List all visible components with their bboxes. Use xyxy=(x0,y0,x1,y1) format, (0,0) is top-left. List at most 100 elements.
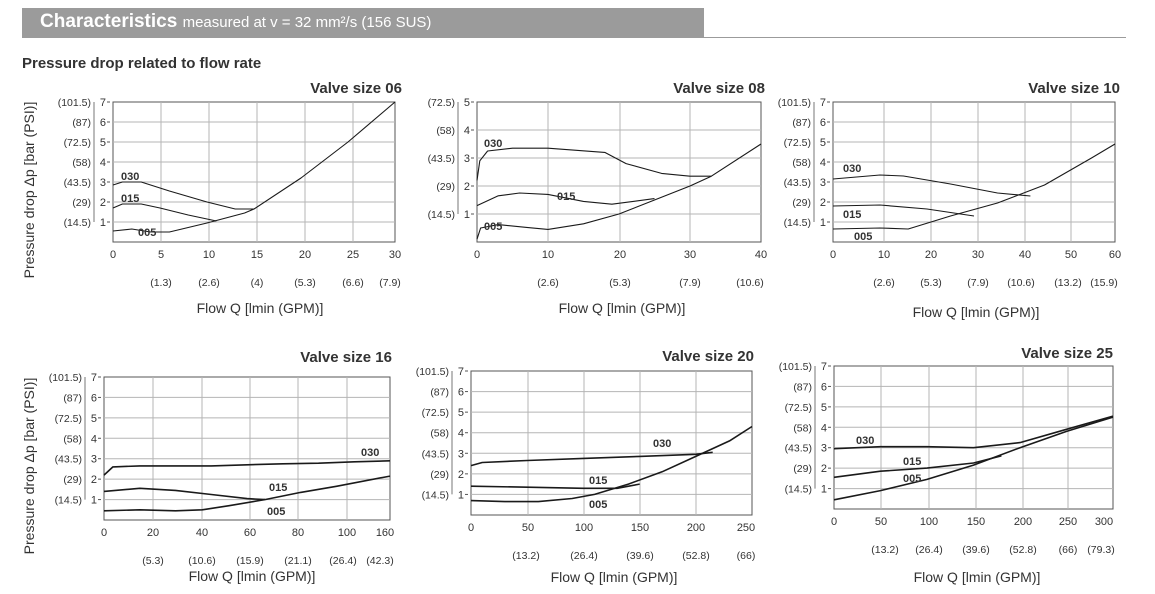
y-tick-label: 6 xyxy=(100,117,106,129)
series-label-030: 030 xyxy=(121,171,139,183)
x-tick-label: 40 xyxy=(755,249,767,261)
series-label-005: 005 xyxy=(267,506,285,518)
x-tick-label: 0 xyxy=(101,527,107,539)
x-axis-label: Flow Q [lmin (GPM)] xyxy=(913,304,1040,320)
x-tick-label-secondary: (2.6) xyxy=(198,277,220,289)
plot-frame xyxy=(476,101,762,243)
x-tick-label: 100 xyxy=(920,516,938,528)
x-tick-label-secondary: (66) xyxy=(1059,544,1078,556)
y-tick-label-secondary: (29) xyxy=(72,197,91,209)
y-tick-label-secondary: (58) xyxy=(72,157,91,169)
y-tick-label: 2 xyxy=(464,181,470,193)
x-tick-label: 5 xyxy=(158,249,164,261)
series-label-030: 030 xyxy=(843,163,861,175)
series-label-015: 015 xyxy=(589,475,607,487)
x-tick-label: 30 xyxy=(389,249,401,261)
x-tick-label: 150 xyxy=(967,516,985,528)
x-tick-label: 0 xyxy=(110,249,116,261)
x-tick-label: 60 xyxy=(244,527,256,539)
x-tick-label: 0 xyxy=(831,516,837,528)
x-tick-label-secondary: (15.9) xyxy=(236,555,263,567)
x-tick-label-secondary: (13.2) xyxy=(1054,277,1081,289)
y-tick-label: 4 xyxy=(100,157,106,169)
x-axis-label: Flow Q [lmin (GPM)] xyxy=(189,568,316,584)
series-line-015 xyxy=(112,203,217,222)
x-tick-label: 30 xyxy=(684,249,696,261)
series-label-015: 015 xyxy=(843,209,861,221)
chart-panel-1: 1 2 3 4 5 6 7 (14.5) (29) (43.5) (58) (72.5) (87) (10… xyxy=(21,80,402,316)
plot-frame xyxy=(833,365,1114,510)
x-tick-label: 200 xyxy=(687,522,705,534)
y-tick-label: 1 xyxy=(820,217,826,229)
series-line-030 xyxy=(833,415,1114,450)
series-line-005 xyxy=(112,208,255,233)
y-tick-label: 2 xyxy=(820,197,826,209)
chart-title: Valve size 16 xyxy=(300,349,392,366)
chart-panel-3: 1 2 3 4 5 6 7 (14.5) (29) (43.5) (58) (72.5) (87) (10… xyxy=(778,80,1121,320)
y-tick-label-secondary: (43.5) xyxy=(422,448,449,460)
series-label-030: 030 xyxy=(484,138,502,150)
x-tick-label-secondary: (42.3) xyxy=(366,555,393,567)
x-tick-label: 60 xyxy=(1109,249,1121,261)
y-tick-label-secondary: (87) xyxy=(63,392,82,404)
y-tick-label-secondary: (14.5) xyxy=(55,495,82,507)
y-tick-label-secondary: (72.5) xyxy=(784,137,811,149)
x-tick-label-secondary: (2.6) xyxy=(873,277,895,289)
x-tick-label: 0 xyxy=(830,249,836,261)
x-axis-label: Flow Q [lmin (GPM)] xyxy=(551,569,678,585)
header-subtitle: measured at v = 32 mm²/s (156 SUS) xyxy=(182,14,432,31)
chart-panel-6: 1 2 3 4 5 6 7 (14.5) (29) (43.5) (58) (72.5) (87) (10… xyxy=(779,345,1115,585)
chart-title: Valve size 25 xyxy=(1021,345,1113,362)
chart-title: Valve size 10 xyxy=(1028,80,1120,97)
chart-title: Valve size 06 xyxy=(310,80,402,97)
y-tick-label: 2 xyxy=(821,463,827,475)
chart-panel-2: 1 2 3 4 5 (14.5) (29) (43.5) (58) (72.5) 0 10 20 30 40… xyxy=(428,80,768,316)
y-tick-label-secondary: (101.5) xyxy=(778,97,811,109)
y-tick-label: 4 xyxy=(91,433,97,445)
x-tick-label: 30 xyxy=(972,249,984,261)
y-tick-label: 2 xyxy=(91,474,97,486)
y-tick-label: 5 xyxy=(820,137,826,149)
x-tick-label-secondary: (5.3) xyxy=(920,277,942,289)
x-tick-label-secondary: (15.9) xyxy=(1090,277,1117,289)
x-tick-label-secondary: (26.4) xyxy=(570,550,597,562)
x-tick-label-secondary: (7.9) xyxy=(679,277,701,289)
plot-frame xyxy=(832,101,1116,243)
y-tick-label: 3 xyxy=(820,177,826,189)
x-tick-label: 50 xyxy=(1065,249,1077,261)
y-tick-label: 5 xyxy=(464,97,470,109)
y-tick-label-secondary: (72.5) xyxy=(785,402,812,414)
x-tick-label: 100 xyxy=(338,527,356,539)
y-tick-label: 5 xyxy=(458,407,464,419)
y-tick-label: 2 xyxy=(100,197,106,209)
x-tick-label-secondary: (26.4) xyxy=(915,544,942,556)
x-tick-label-secondary: (5.3) xyxy=(142,555,164,567)
x-tick-label: 10 xyxy=(542,249,554,261)
y-tick-label: 1 xyxy=(821,484,827,496)
series-line-005 xyxy=(833,416,1114,501)
header-title-text: Characteristics xyxy=(40,11,178,32)
plot-frame xyxy=(103,376,391,521)
y-tick-label-secondary: (72.5) xyxy=(422,407,449,419)
y-tick-label-secondary: (58) xyxy=(792,157,811,169)
y-tick-label: 4 xyxy=(458,428,464,440)
y-tick-label-secondary: (101.5) xyxy=(416,366,449,378)
y-tick-label-secondary: (29) xyxy=(430,469,449,481)
plot-frame xyxy=(112,101,396,243)
y-tick-label-secondary: (72.5) xyxy=(55,413,82,425)
series-line-005 xyxy=(476,175,712,240)
series-line-015 xyxy=(470,483,640,490)
y-tick-label-secondary: (101.5) xyxy=(779,361,812,373)
series-line-015 xyxy=(833,455,1002,479)
x-tick-label: 40 xyxy=(196,527,208,539)
series-line-015 xyxy=(476,192,655,207)
y-axis-label: Pressure drop Δp [bar (PSI)] xyxy=(21,102,37,279)
y-tick-label-secondary: (43.5) xyxy=(64,177,91,189)
y-tick-label-secondary: (58) xyxy=(430,428,449,440)
x-tick-label: 20 xyxy=(147,527,159,539)
chart-panel-5: 1 2 3 4 5 6 7 (14.5) (29) (43.5) (58) (72.5) (87) (10… xyxy=(416,348,756,585)
y-tick-label: 5 xyxy=(821,402,827,414)
y-tick-label: 4 xyxy=(820,157,826,169)
x-tick-label: 20 xyxy=(299,249,311,261)
x-tick-label-secondary: (10.6) xyxy=(188,555,215,567)
